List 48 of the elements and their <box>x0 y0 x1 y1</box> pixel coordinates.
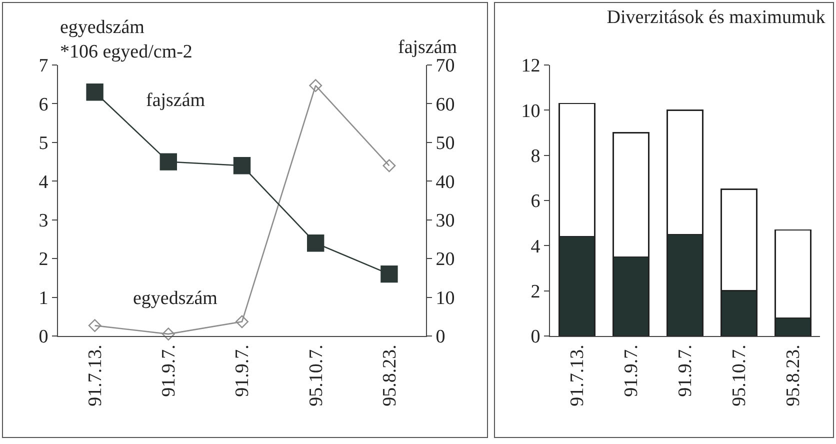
series-label: egyedszám <box>133 288 218 309</box>
y-tick-label: 2 <box>530 281 540 302</box>
chart-title: Diverzitások és maximumuk <box>606 6 826 28</box>
y-tick-label: 12 <box>521 56 540 77</box>
point <box>380 265 398 283</box>
y-tick-label: 1 <box>38 288 48 309</box>
y-tick-label: 6 <box>38 94 48 116</box>
point <box>86 84 104 101</box>
x-tick-label: 91.9.7. <box>158 344 180 397</box>
point <box>160 153 177 170</box>
y-tick-label: 4 <box>530 236 541 258</box>
y-tick-label: 5 <box>38 133 48 154</box>
y2-tick-label: 70 <box>436 56 455 77</box>
y2-tick-label: 40 <box>436 172 455 193</box>
y2-tick-label: 0 <box>436 326 446 348</box>
x-tick-label: 91.9.7. <box>232 344 254 397</box>
x-tick-label: 95.10.7. <box>729 344 750 406</box>
x-tick-label: 91.9.7. <box>621 344 642 397</box>
y-tick-label: 8 <box>530 146 540 167</box>
x-tick-label: 95.8.23. <box>379 344 400 406</box>
y2-tick-label: 60 <box>436 94 455 116</box>
x-tick-label: 95.8.23. <box>783 344 804 406</box>
point <box>309 79 322 92</box>
y-tick-label: 0 <box>530 326 540 348</box>
y-tick-label: 2 <box>38 249 48 270</box>
y2-tick-label: 30 <box>436 210 455 232</box>
point <box>382 159 396 172</box>
y2-tick-label: 50 <box>436 133 455 154</box>
y-tick-label: 0 <box>38 326 48 348</box>
y2-tick-label: 20 <box>436 249 455 270</box>
y-tick-label: 7 <box>38 56 48 77</box>
y-axis-title: egyedszám *106 egyed/cm-2 <box>60 17 192 63</box>
point <box>162 328 175 341</box>
y-tick-label: 4 <box>38 172 49 193</box>
y-tick-label: 6 <box>530 191 540 212</box>
point <box>233 157 251 174</box>
series-label: fajszám <box>146 90 206 111</box>
y-tick-label: 10 <box>521 100 540 122</box>
x-tick-label: 91.7.13. <box>84 344 106 406</box>
x-tick-label: 91.9.7. <box>675 344 696 397</box>
y2-axis-title: fajszám <box>398 37 458 58</box>
point <box>307 234 324 252</box>
y-tick-label: 3 <box>38 210 48 232</box>
x-tick-label: 91.7.13. <box>567 344 588 406</box>
x-tick-label: 95.10.7. <box>306 344 327 406</box>
point <box>88 319 102 332</box>
point <box>236 315 248 328</box>
y2-tick-label: 10 <box>436 288 455 309</box>
